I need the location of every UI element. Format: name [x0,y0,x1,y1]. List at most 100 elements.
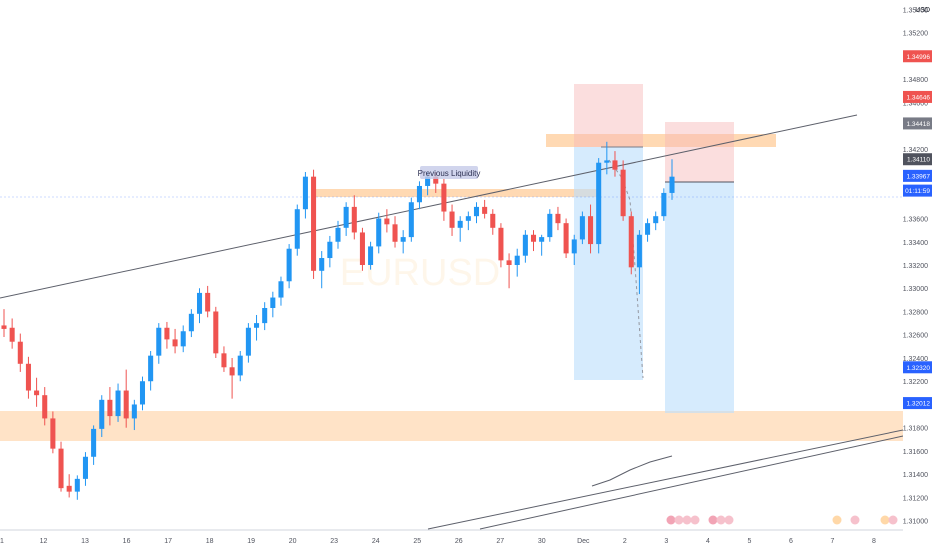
candle-bearish[interactable] [172,339,178,347]
candle-bearish[interactable] [555,213,561,224]
candle-bullish[interactable] [416,185,422,203]
candle-bullish[interactable] [636,234,642,268]
event-flag-icon[interactable] [832,515,842,525]
candle-bearish[interactable] [482,206,488,214]
candle-bearish[interactable] [25,363,31,391]
candle-bearish[interactable] [506,260,512,265]
candle-bullish[interactable] [74,478,80,492]
candle-bullish[interactable] [196,292,203,314]
candle-bullish[interactable] [653,216,659,224]
event-flag-icon[interactable] [850,515,860,525]
candle-bearish[interactable] [392,224,398,242]
candle-bearish[interactable] [1,325,7,329]
candle-bearish[interactable] [221,353,227,368]
candle-bullish[interactable] [425,176,431,186]
candle-bearish[interactable] [213,311,219,354]
candle-bearish[interactable] [58,448,64,489]
candle-bullish[interactable] [376,218,382,247]
candle-bearish[interactable] [42,395,48,419]
candle-bullish[interactable] [302,176,308,210]
candle-bullish[interactable] [457,220,463,228]
candle-bullish[interactable] [604,160,610,163]
event-flag-icon[interactable] [674,515,684,525]
candle-bearish[interactable] [490,213,496,228]
candle-bullish[interactable] [156,327,162,356]
candle-bearish[interactable] [107,399,113,417]
candle-bearish[interactable] [433,176,439,184]
candle-bullish[interactable] [262,308,268,324]
candle-bullish[interactable] [245,327,251,356]
candle-bullish[interactable] [514,255,520,265]
candle-bearish[interactable] [359,232,365,265]
liquidity-label-box[interactable]: Previous Liquidity [418,166,481,179]
position2-target-zone[interactable] [665,182,734,413]
candle-bearish[interactable] [50,418,56,449]
event-flag-icon[interactable] [682,515,692,525]
candle-bullish[interactable] [327,241,333,259]
candle-bearish[interactable] [205,292,211,312]
candle-bearish[interactable] [628,216,634,268]
candle-bearish[interactable] [620,169,626,217]
event-flag-icon[interactable] [880,515,890,525]
candle-bullish[interactable] [254,323,260,328]
candle-bullish[interactable] [294,209,300,249]
candle-bearish[interactable] [164,327,170,340]
candle-bullish[interactable] [278,281,284,298]
candle-bullish[interactable] [343,206,349,228]
candle-bearish[interactable] [229,367,235,376]
candle-bearish[interactable] [34,390,40,396]
candle-bullish[interactable] [579,216,585,240]
candle-bullish[interactable] [539,237,545,242]
candle-bearish[interactable] [66,485,72,492]
candle-bullish[interactable] [115,390,121,417]
candle-bearish[interactable] [530,234,537,242]
candle-bullish[interactable] [645,223,651,235]
candle-bullish[interactable] [270,297,276,309]
candle-bullish[interactable] [180,331,186,347]
candle-bullish[interactable] [99,399,105,429]
candle-bullish[interactable] [237,355,243,376]
candle-bearish[interactable] [351,206,357,233]
candle-bearish[interactable] [441,183,447,212]
event-flag-icon[interactable] [724,515,734,525]
candle-bullish[interactable] [131,404,137,419]
event-flag-icon[interactable] [690,515,700,525]
candle-bearish[interactable] [9,327,15,342]
candle-bullish[interactable] [319,258,325,271]
event-markers[interactable] [666,515,898,525]
candle-bullish[interactable] [82,456,88,479]
candle-bullish[interactable] [669,176,675,193]
candle-bullish[interactable] [335,227,341,242]
trendline[interactable] [0,114,858,299]
time-axis[interactable]: 1 12 13 16 17 18 19 20 23 24 25 26 27 30 Dec 2 3 4 5 6 7 8 [0,529,932,550]
candle-bearish[interactable] [498,227,504,261]
candle-bullish[interactable] [465,216,471,221]
position1-stop-zone[interactable] [574,84,643,147]
candle-bullish[interactable] [596,162,602,245]
candle-bullish[interactable] [139,381,146,405]
candle-bullish[interactable] [286,248,292,282]
candle-bearish[interactable] [563,223,569,254]
candle-bearish[interactable] [17,341,23,364]
candle-bearish[interactable] [384,218,390,225]
candle-bullish[interactable] [473,206,480,217]
candle-bullish[interactable] [148,355,154,382]
price-axis[interactable]: USD 1.354001.352001.348001.346001.342001… [903,0,932,530]
candle-bearish[interactable] [449,211,455,228]
support-zone[interactable] [0,411,903,441]
event-flag-icon[interactable] [888,515,898,525]
candle-bullish[interactable] [547,213,553,238]
candle-bullish[interactable] [661,192,667,217]
event-flag-icon[interactable] [666,515,676,525]
event-flag-icon[interactable] [716,515,726,525]
lower-channel-line-2[interactable] [479,435,904,530]
candle-bearish[interactable] [311,176,317,271]
candle-bullish[interactable] [571,239,577,254]
liquidity-zone[interactable] [311,189,599,197]
candle-bearish[interactable] [612,160,618,170]
candle-bearish[interactable] [123,390,129,419]
candle-bullish[interactable] [188,313,194,332]
resistance-zone[interactable] [546,134,776,147]
candle-bullish[interactable] [408,202,414,238]
